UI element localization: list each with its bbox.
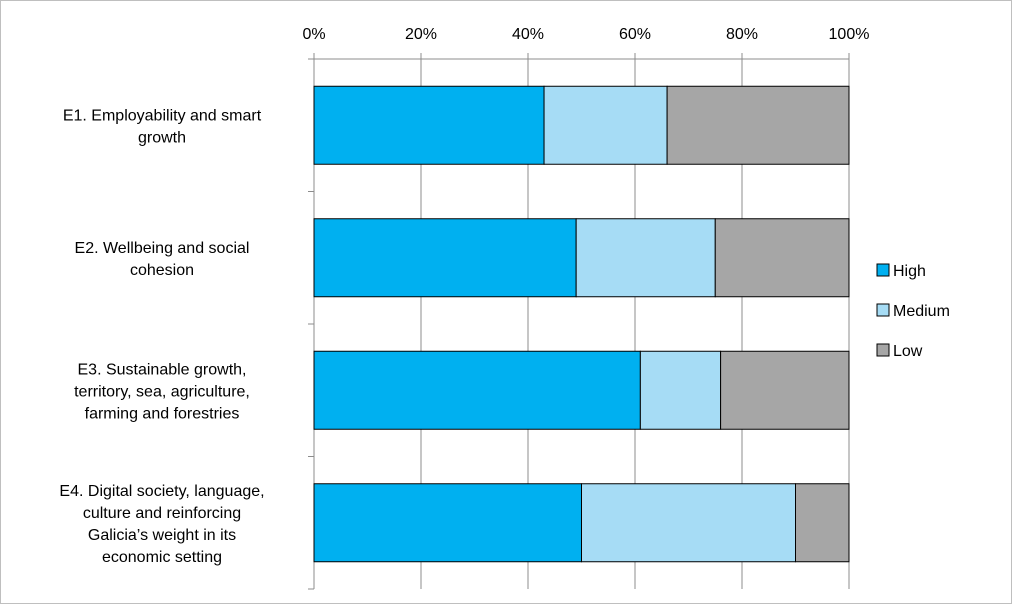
x-tick-label: 60% (619, 26, 651, 43)
legend-swatch-medium (876, 303, 890, 317)
category-label: E4. Digital society, language, (59, 483, 264, 500)
bar-medium (581, 483, 796, 563)
bar-medium (575, 218, 716, 298)
category-label: culture and reinforcing (83, 505, 241, 522)
bar-low (666, 85, 850, 165)
category-label: cohesion (130, 262, 194, 279)
category-label: Galicia’s weight in its (88, 527, 236, 544)
x-tick-label: 100% (829, 26, 870, 43)
category-label: E1. Employability and smart (63, 107, 262, 124)
bar-low (795, 483, 850, 563)
category-label: E3. Sustainable growth, (78, 361, 247, 378)
legend-swatch-low (876, 343, 890, 357)
category-label: E2. Wellbeing and social (75, 240, 250, 257)
bar-medium (639, 350, 722, 430)
bar-high (313, 350, 641, 430)
legend-label-high: High (893, 263, 926, 280)
x-tick-label: 0% (302, 26, 325, 43)
legend-swatch-high (876, 263, 890, 277)
x-tick-label: 40% (512, 26, 544, 43)
category-label: growth (138, 129, 186, 146)
x-tick-label: 80% (726, 26, 758, 43)
category-label: territory, sea, agriculture, (74, 383, 250, 400)
bar-high (313, 483, 582, 563)
bar-low (720, 350, 850, 430)
bar-high (313, 218, 577, 298)
bar-low (714, 218, 850, 298)
x-tick-label: 20% (405, 26, 437, 43)
category-label: farming and forestries (85, 405, 240, 422)
category-label: economic setting (102, 549, 222, 566)
bar-high (313, 85, 545, 165)
bar-medium (543, 85, 668, 165)
legend-label-low: Low (893, 343, 923, 360)
legend-label-medium: Medium (893, 303, 950, 320)
